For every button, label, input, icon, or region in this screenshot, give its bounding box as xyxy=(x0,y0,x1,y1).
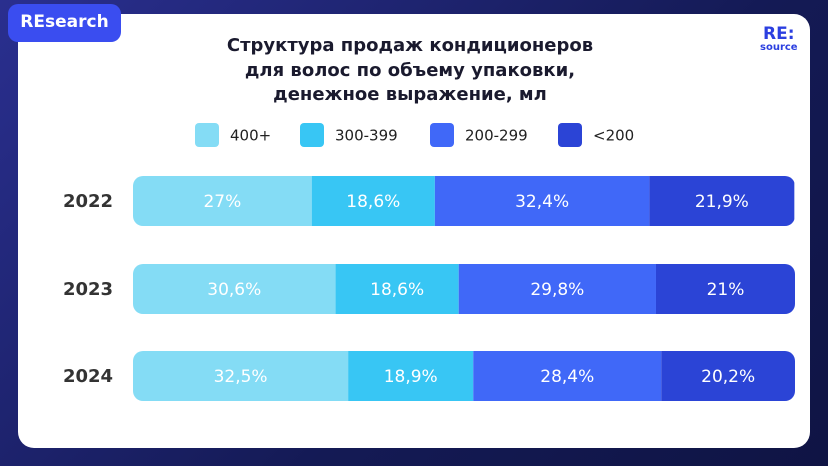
bar-segment xyxy=(473,351,662,401)
bar-segment xyxy=(655,264,795,314)
legend-swatch xyxy=(195,123,219,147)
logo-sub: source xyxy=(760,42,798,53)
data-label: 32,4% xyxy=(515,192,569,212)
data-label: 27% xyxy=(203,192,241,212)
legend-label: 400+ xyxy=(230,127,271,145)
badge: REsearch xyxy=(8,4,121,42)
bar-segment xyxy=(133,351,349,401)
bar-segment xyxy=(311,176,435,226)
logo-main: RE: xyxy=(763,24,795,44)
y-tick-label: 2023 xyxy=(63,279,113,300)
bar-segment xyxy=(133,176,312,226)
legend-swatch xyxy=(300,123,324,147)
bar-segment xyxy=(458,264,656,314)
legend-label: <200 xyxy=(593,127,634,145)
bar-segment xyxy=(348,351,474,401)
data-label: 28,4% xyxy=(540,367,594,387)
data-label: 18,9% xyxy=(384,367,438,387)
legend-swatch xyxy=(558,123,582,147)
bar-segment xyxy=(335,264,459,314)
y-tick-label: 2022 xyxy=(63,191,113,212)
bar-segment xyxy=(133,264,336,314)
bar-segment xyxy=(434,176,650,226)
data-label: 18,6% xyxy=(346,192,400,212)
data-label: 32,5% xyxy=(214,367,268,387)
legend-label: 200-299 xyxy=(465,127,528,145)
bar-segment xyxy=(661,351,795,401)
chart-title: Структура продаж кондиционеров для волос… xyxy=(226,35,594,105)
data-label: 21% xyxy=(707,280,745,300)
legend-label: 300-399 xyxy=(335,127,398,145)
data-label: 29,8% xyxy=(530,280,584,300)
y-tick-label: 2024 xyxy=(63,366,113,387)
bar-segment xyxy=(649,176,795,226)
data-label: 21,9% xyxy=(695,192,749,212)
legend-swatch xyxy=(430,123,454,147)
logo: RE: source xyxy=(760,26,798,53)
data-label: 30,6% xyxy=(207,280,261,300)
data-label: 18,6% xyxy=(370,280,424,300)
data-label: 20,2% xyxy=(701,367,755,387)
